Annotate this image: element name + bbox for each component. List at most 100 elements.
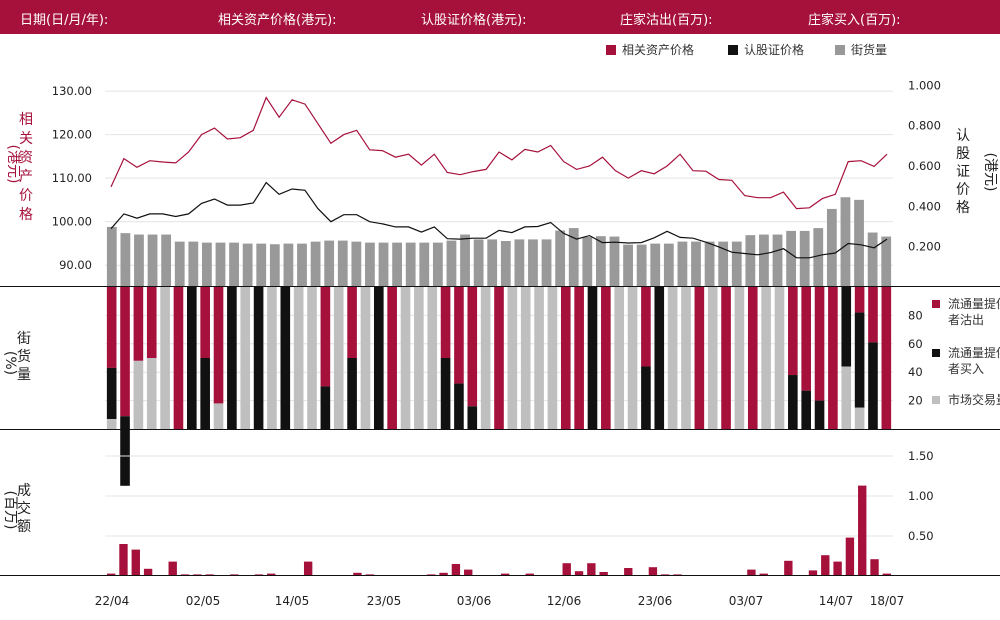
outstanding-bar — [269, 244, 280, 287]
x-axis-tick: 14/05 — [275, 594, 310, 608]
dealer-sell-bar — [120, 287, 130, 417]
outstanding-bar — [636, 244, 647, 287]
share-legend-swatch — [932, 349, 940, 357]
market-bar — [307, 287, 317, 429]
outstanding-bar — [799, 230, 810, 287]
right-axis-tick: 0.200 — [908, 240, 941, 254]
x-axis-tick: 03/07 — [729, 594, 764, 608]
turnover-bar — [624, 568, 633, 576]
turnover-bar — [303, 561, 313, 576]
outstanding-bar — [500, 241, 511, 287]
dealer-sell-bar — [788, 287, 798, 376]
right-axis-label: 证 — [956, 164, 970, 180]
dealer-buy-bar — [253, 287, 264, 429]
x-axis-tick: 22/04 — [95, 594, 130, 608]
turnover-bar — [525, 573, 534, 576]
dealer-sell-bar — [133, 287, 144, 361]
turnover-bar — [451, 564, 461, 576]
outstanding-bar — [718, 241, 729, 287]
left-axis-tick: 100.00 — [52, 215, 92, 229]
asset-price-label: 相关资产价格(港元): — [218, 13, 337, 28]
market-bar — [360, 287, 371, 429]
outstanding-bar — [324, 240, 335, 287]
dealer-buy-bar — [200, 358, 210, 429]
market-bar — [267, 287, 277, 429]
dealer-sell-bar — [694, 287, 705, 429]
outstanding-bar — [310, 241, 321, 287]
left-axis-tick: 130.00 — [52, 84, 92, 98]
share-axis-tick: 80 — [908, 308, 923, 322]
turnover-bar — [833, 561, 842, 576]
market-bar — [854, 407, 865, 429]
outstanding-bar — [378, 242, 389, 287]
market-bar — [761, 287, 771, 429]
market-bar — [681, 287, 691, 429]
turnover-bar — [858, 485, 867, 576]
outstanding-bar — [202, 242, 212, 287]
dealer-sell-label: 庄家沽出(百万): — [620, 13, 713, 28]
turnover-bar — [131, 549, 140, 576]
dealer-sell-bar — [106, 287, 117, 368]
legend-label: 相关资产价格 — [622, 42, 694, 57]
outstanding-bar — [528, 239, 538, 287]
dealer-buy-bar — [320, 386, 331, 429]
turnover-bar — [821, 555, 830, 576]
market-bar — [774, 287, 785, 429]
dealer-buy-bar — [868, 342, 878, 429]
dealer-buy-bar — [106, 367, 117, 420]
dealer-buy-bar — [654, 287, 665, 429]
turnover-bar — [747, 569, 756, 576]
outstanding-bar — [147, 234, 158, 287]
outstanding-bar — [867, 232, 878, 287]
legend-label: 街货量 — [851, 42, 887, 57]
market-bar — [667, 287, 678, 429]
right-axis-label: 股 — [956, 146, 970, 162]
dealer-sell-bar — [868, 287, 878, 343]
right-axis-unit: (港元) — [982, 153, 998, 192]
share-legend-label: 者买入 — [948, 362, 984, 376]
outstanding-bar — [473, 239, 484, 287]
market-bar — [547, 287, 558, 429]
turnover-axis-label: 交 — [17, 500, 31, 517]
share-legend-label: 市场交易量 — [948, 392, 1000, 407]
dealer-buy-bar — [788, 375, 798, 429]
outstanding-bar — [609, 236, 620, 287]
turnover-bar — [353, 572, 362, 576]
turnover-axis-label: 成 — [17, 483, 31, 499]
outstanding-bar — [582, 236, 593, 287]
x-axis-tick: 14/07 — [819, 594, 854, 608]
left-axis-tick: 110.00 — [52, 171, 92, 185]
left-axis-label: 相 — [19, 112, 33, 128]
dealer-buy-bar — [347, 358, 357, 429]
turnover-bar — [464, 569, 473, 576]
market-bar — [614, 287, 625, 429]
dealer-sell-bar — [814, 287, 825, 401]
x-axis-tick: 23/06 — [638, 594, 673, 608]
right-axis-label: 认 — [956, 128, 970, 144]
outstanding-bar — [460, 234, 470, 287]
market-bar — [627, 287, 638, 429]
dealer-buy-label: 庄家买入(百万): — [808, 13, 901, 28]
outstanding-bar — [337, 240, 348, 287]
share-legend-label: 者沽出 — [948, 313, 984, 327]
header-bar: 日期(日/月/年): 相关资产价格(港元): 认股证价格(港元): 庄家沽出(百… — [0, 0, 1000, 34]
dealer-sell-bar — [454, 287, 464, 384]
dealer-buy-bar — [841, 287, 852, 367]
dealer-sell-bar — [601, 287, 611, 429]
dealer-sell-bar — [854, 287, 865, 313]
right-axis-tick: 0.800 — [908, 119, 941, 133]
warrant-price-line — [110, 181, 888, 259]
left-axis-label: 格 — [19, 207, 33, 223]
outstanding-bar — [745, 235, 756, 287]
share-axis-tick: 40 — [908, 365, 923, 379]
outstanding-bar — [297, 243, 307, 287]
turnover-bar — [574, 571, 584, 576]
outstanding-bar — [188, 241, 199, 287]
right-axis-tick: 1.000 — [908, 78, 941, 92]
outstanding-bar — [840, 197, 851, 287]
left-axis-label: 资 — [19, 150, 33, 166]
right-axis-label: 格 — [956, 200, 970, 216]
outstanding-bar — [419, 242, 430, 287]
outstanding-bar — [826, 208, 837, 287]
